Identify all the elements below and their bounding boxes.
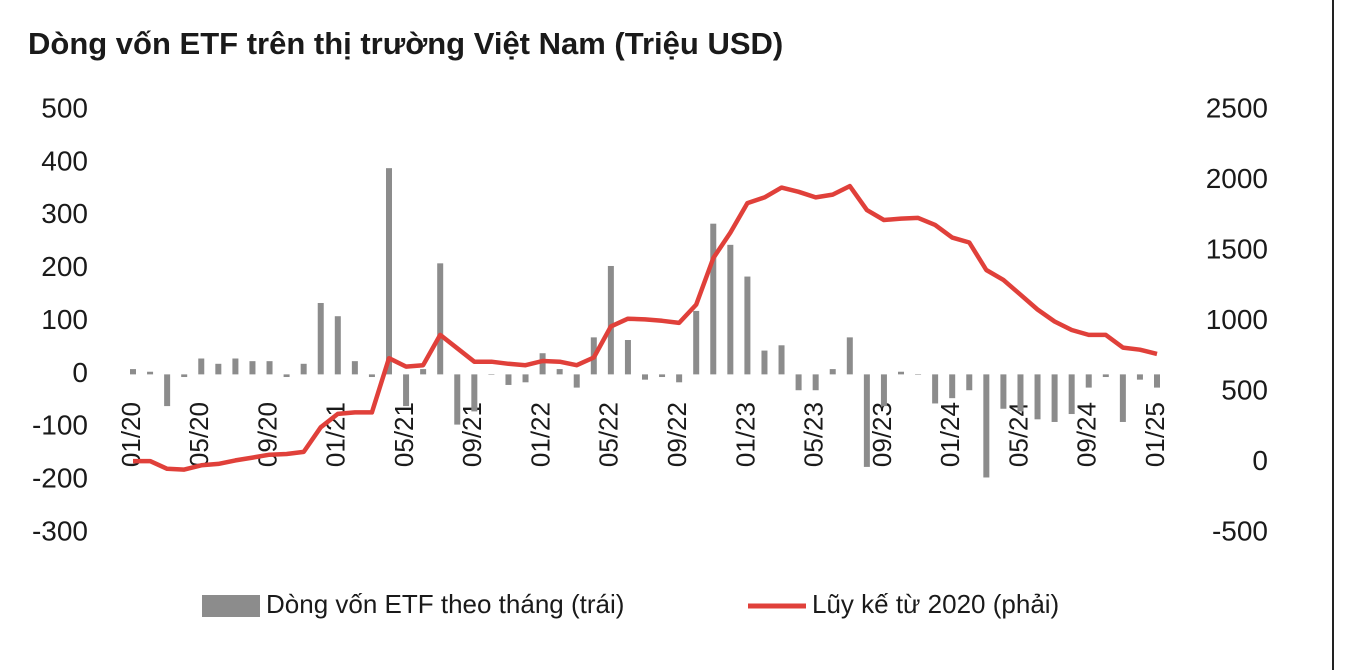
bar <box>1017 374 1024 412</box>
bar <box>471 374 478 412</box>
bar <box>778 345 785 375</box>
x-tick-label: 01/23 <box>730 402 760 467</box>
bar <box>488 374 495 375</box>
x-tick-label: 05/24 <box>1003 402 1033 467</box>
x-tick-label: 01/20 <box>116 402 146 467</box>
bar <box>795 374 802 391</box>
legend-label: Lũy kế từ 2020 (phải) <box>812 589 1059 619</box>
bar <box>1034 374 1041 420</box>
bar <box>624 340 631 375</box>
bar <box>300 363 307 375</box>
x-tick-label: 01/22 <box>525 402 555 467</box>
chart-title: Dòng vốn ETF trên thị trường Việt Nam (T… <box>28 26 783 61</box>
bar <box>215 363 222 375</box>
bar <box>1051 374 1058 422</box>
bar <box>727 244 734 375</box>
x-tick-label: 05/20 <box>184 402 214 467</box>
x-tick-label: 09/22 <box>662 402 692 467</box>
bar <box>573 374 580 388</box>
y-tick-label: 400 <box>41 145 88 176</box>
bar <box>454 374 461 425</box>
x-tick-label: 09/23 <box>867 402 897 467</box>
bar <box>812 374 819 391</box>
y-tick-label: 300 <box>41 198 88 229</box>
legend-swatch <box>202 595 260 617</box>
bar <box>232 358 239 375</box>
bar <box>659 374 666 378</box>
bar <box>539 353 546 375</box>
bar <box>386 168 392 375</box>
bar <box>249 361 256 375</box>
x-tick-label: 09/24 <box>1072 402 1102 467</box>
bar <box>1000 374 1007 409</box>
y2-tick-label: 2500 <box>1206 92 1268 123</box>
y2-tick-label: 0 <box>1252 445 1268 476</box>
bar <box>710 223 717 375</box>
bar <box>283 374 290 378</box>
bar <box>130 369 136 375</box>
y-tick-label: -100 <box>32 410 88 441</box>
bar <box>556 369 563 375</box>
bar <box>932 374 939 404</box>
bar <box>351 361 358 375</box>
x-tick-label: 05/23 <box>799 402 829 467</box>
bar <box>846 337 853 375</box>
bar <box>1102 374 1109 378</box>
bar <box>1119 374 1126 422</box>
bar <box>1154 374 1160 388</box>
y-tick-label: 0 <box>72 357 88 388</box>
y2-tick-label: -500 <box>1212 515 1268 546</box>
bar <box>164 374 171 407</box>
y2-tick-label: 2000 <box>1206 163 1268 194</box>
bar <box>607 265 614 375</box>
legend-label: Dòng vốn ETF theo tháng (trái) <box>266 589 624 619</box>
y-tick-label: -300 <box>32 515 88 546</box>
y2-tick-label: 500 <box>1221 374 1268 405</box>
bar <box>334 316 341 375</box>
bar <box>744 276 751 375</box>
bar <box>880 374 887 407</box>
bar <box>915 374 922 375</box>
y-tick-label: 200 <box>41 251 88 282</box>
bar <box>966 374 973 391</box>
bar <box>420 369 427 375</box>
x-tick-label: 05/21 <box>389 402 419 467</box>
x-tick-label: 01/25 <box>1140 402 1170 467</box>
bar <box>1136 374 1143 380</box>
bar <box>368 374 375 378</box>
bar <box>676 374 683 383</box>
bar <box>317 302 324 375</box>
bar <box>505 374 512 385</box>
y2-tick-label: 1000 <box>1206 304 1268 335</box>
bar <box>898 371 904 375</box>
bar <box>863 374 870 467</box>
bar <box>1068 374 1075 415</box>
y-tick-label: 100 <box>41 304 88 335</box>
bar <box>1085 374 1092 388</box>
y-tick-label: 500 <box>41 92 88 123</box>
bar <box>642 374 648 380</box>
bar <box>147 371 154 375</box>
bar <box>403 374 410 407</box>
bar <box>437 263 444 375</box>
bar <box>181 374 188 378</box>
bar <box>761 350 768 375</box>
y2-tick-label: 1500 <box>1206 233 1268 264</box>
bar <box>983 374 990 478</box>
x-tick-label: 09/21 <box>457 402 487 467</box>
bar <box>198 358 205 375</box>
bar <box>829 369 836 375</box>
bar <box>693 310 700 375</box>
line <box>133 183 1158 472</box>
y-tick-label: -200 <box>32 463 88 494</box>
bar <box>266 361 273 375</box>
x-tick-label: 05/22 <box>594 402 624 467</box>
bar <box>522 374 529 383</box>
x-tick-label: 01/24 <box>935 402 965 467</box>
bar <box>949 374 956 399</box>
